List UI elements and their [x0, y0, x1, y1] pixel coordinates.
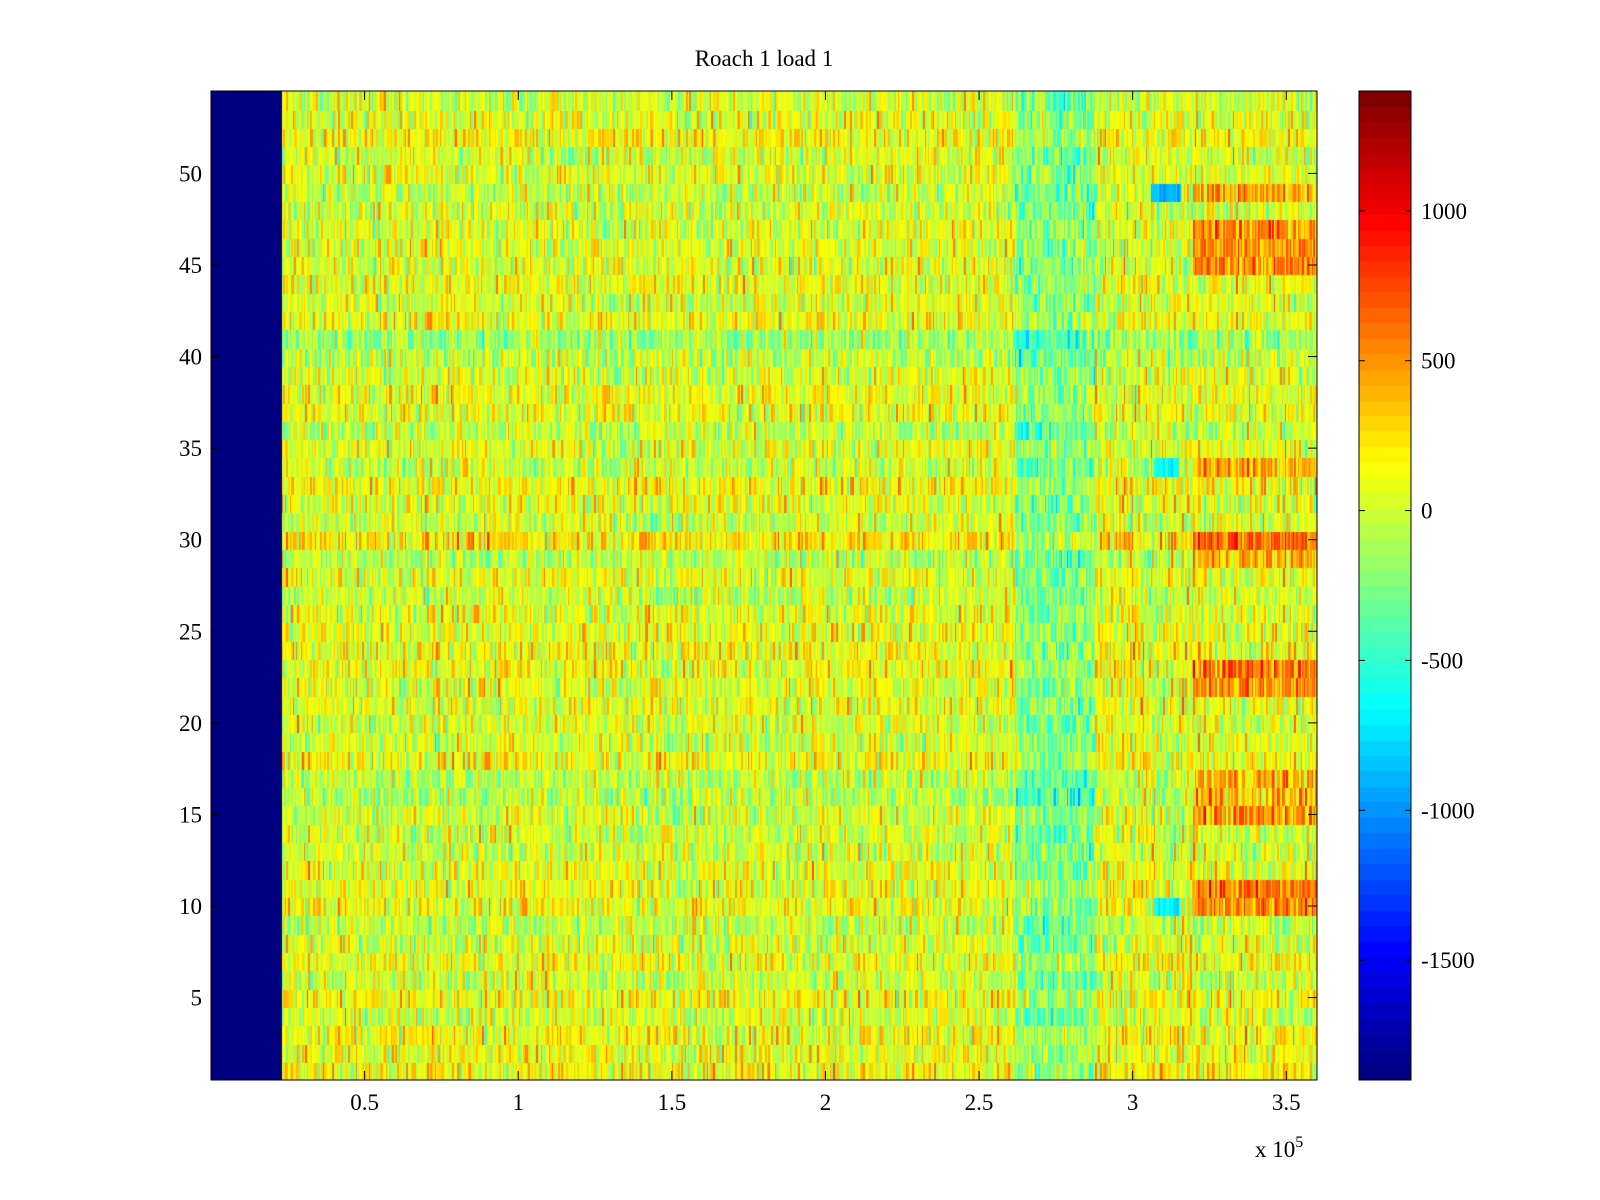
x-tick-label: 2.5 — [965, 1090, 994, 1115]
chart-title: Roach 1 load 1 — [695, 46, 834, 71]
colorbar-tick-label: 500 — [1421, 349, 1456, 374]
colorbar-image — [1359, 91, 1411, 1080]
y-tick-label: 40 — [179, 345, 202, 370]
y-tick-label: 20 — [179, 711, 202, 736]
x-tick-label: 2 — [820, 1090, 832, 1115]
colorbar-tick-label: -1000 — [1421, 798, 1475, 823]
y-tick-label: 50 — [179, 161, 202, 186]
colorbar-tick-label: -500 — [1421, 648, 1463, 673]
x-exponent-power: 5 — [1295, 1134, 1303, 1151]
x-tick-label: 0.5 — [350, 1090, 379, 1115]
colorbar-tick-label: -1500 — [1421, 948, 1475, 973]
x-tick-label: 3.5 — [1272, 1090, 1301, 1115]
y-tick-label: 35 — [179, 436, 202, 461]
x-axis: 0.5 1 1.5 2 2.5 3 3.5 — [350, 91, 1301, 1115]
x-exponent-base: x 10 — [1255, 1137, 1295, 1162]
y-axis: 5 10 15 20 25 30 35 40 45 50 — [179, 161, 1317, 1011]
heatmap-image — [211, 91, 1317, 1080]
x-exponent-label: x 105 — [1255, 1134, 1303, 1162]
plot-frame — [210, 90, 1318, 1081]
y-tick-label: 5 — [191, 986, 203, 1011]
y-tick-label: 10 — [179, 894, 202, 919]
x-tick-label: 3 — [1127, 1090, 1139, 1115]
y-tick-label: 25 — [179, 619, 202, 644]
colorbar-axis: 1000 500 0 -500 -1000 -1500 — [1359, 199, 1475, 973]
y-tick-label: 45 — [179, 253, 202, 278]
colorbar-frame — [1358, 90, 1412, 1081]
x-tick-label: 1 — [512, 1090, 524, 1115]
colorbar-tick-label: 0 — [1421, 499, 1433, 524]
y-tick-label: 15 — [179, 802, 202, 827]
x-tick-label: 1.5 — [657, 1090, 686, 1115]
y-tick-label: 30 — [179, 528, 202, 553]
colorbar-tick-label: 1000 — [1421, 199, 1467, 224]
